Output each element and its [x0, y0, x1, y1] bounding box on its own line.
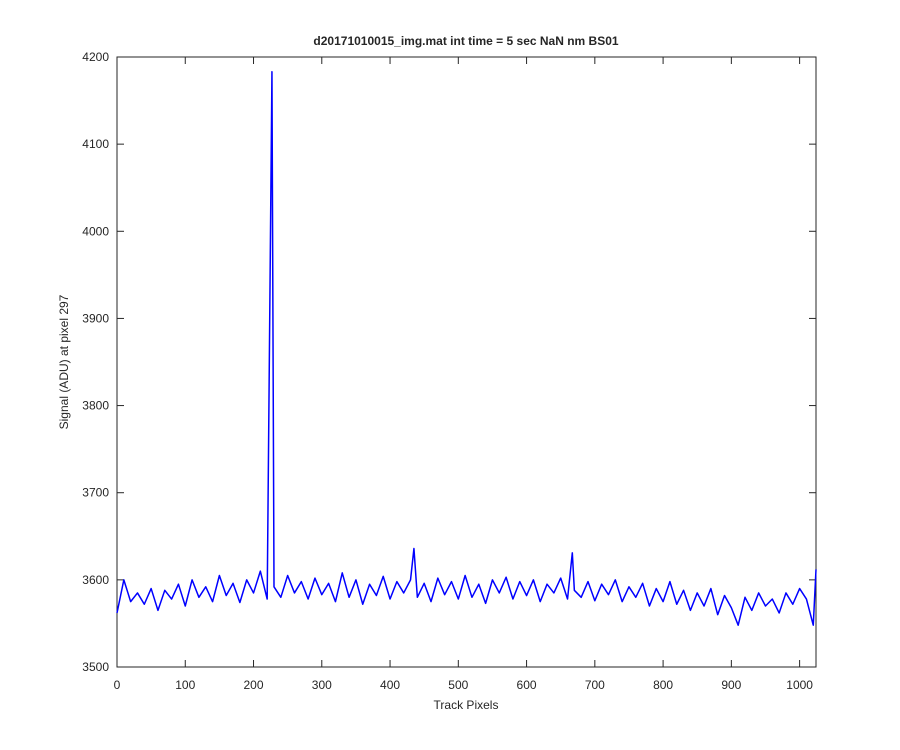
data-line [116, 71, 817, 626]
x-tick-label: 800 [653, 678, 673, 692]
y-tick-label: 3700 [82, 486, 109, 500]
y-tick-label: 4100 [82, 137, 109, 151]
x-tick-label: 600 [517, 678, 537, 692]
x-tick-label: 400 [380, 678, 400, 692]
y-tick-label: 3800 [82, 399, 109, 413]
y-tick-label: 4000 [82, 224, 109, 238]
x-tick-label: 900 [721, 678, 741, 692]
x-tick-label: 200 [244, 678, 264, 692]
y-tick-label: 3900 [82, 311, 109, 325]
y-tick-label: 3600 [82, 573, 109, 587]
y-tick-label: 3500 [82, 660, 109, 674]
plot-box [116, 56, 817, 668]
x-tick-label: 700 [585, 678, 605, 692]
y-tick-label: 4200 [82, 50, 109, 64]
x-tick-label: 300 [312, 678, 332, 692]
chart-title: d20171010015_img.mat int time = 5 sec Na… [313, 34, 618, 48]
x-tick-label: 1000 [786, 678, 813, 692]
x-tick-label: 0 [114, 678, 121, 692]
y-axis-label: Signal (ADU) at pixel 297 [57, 294, 71, 429]
x-tick-label: 500 [448, 678, 468, 692]
x-axis-label: Track Pixels [434, 698, 499, 712]
x-tick-label: 100 [175, 678, 195, 692]
